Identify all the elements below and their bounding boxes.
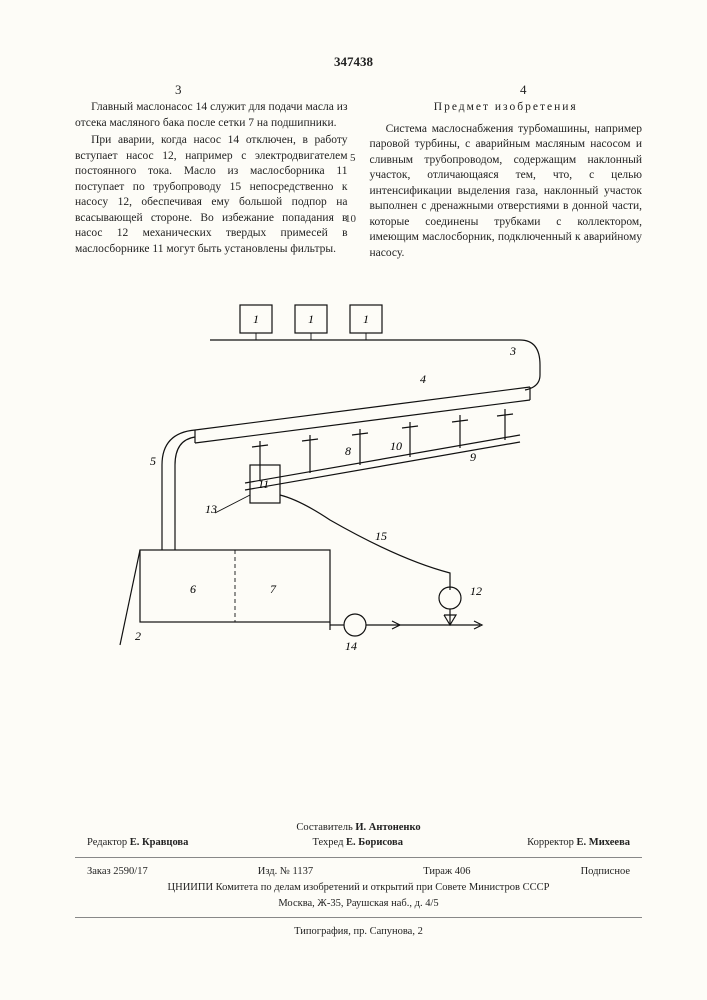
izd-no: Изд. № 1137 — [258, 864, 313, 880]
para-left-1: Главный маслонасос 14 служит для подачи … — [75, 100, 348, 131]
schematic-diagram: 1 1 1 3 4 — [100, 295, 620, 695]
patent-number: 347438 — [0, 54, 707, 70]
corrector-name: Е. Михеева — [577, 837, 630, 848]
label-11: 11 — [258, 477, 269, 491]
order-no: Заказ 2590/17 — [87, 864, 148, 880]
label-10: 10 — [390, 439, 402, 453]
typography: Типография, пр. Сапунова, 2 — [75, 924, 642, 940]
editor-label: Редактор — [87, 837, 127, 848]
editor-name: Е. Кравцова — [130, 837, 189, 848]
label-15: 15 — [375, 529, 387, 543]
label-1c: 1 — [363, 312, 369, 326]
subscription: Подписное — [581, 864, 630, 880]
label-3: 3 — [509, 344, 516, 358]
label-1a: 1 — [253, 312, 259, 326]
column-number-right: 4 — [520, 82, 527, 98]
para-right-1: Система маслоснабжения турбомашины, напр… — [370, 122, 643, 262]
label-7: 7 — [270, 582, 277, 596]
left-column: Главный маслонасос 14 служит для подачи … — [75, 100, 348, 263]
label-14: 14 — [345, 639, 357, 653]
label-4: 4 — [420, 372, 426, 386]
label-1b: 1 — [308, 312, 314, 326]
tirazh: Тираж 406 — [423, 864, 470, 880]
label-12: 12 — [470, 584, 482, 598]
compiler-name: И. Антоненко — [355, 822, 420, 833]
text-columns: Главный маслонасос 14 служит для подачи … — [75, 100, 642, 263]
tech-label: Техред — [313, 837, 344, 848]
publisher-org: ЦНИИПИ Комитета по делам изобретений и о… — [75, 880, 642, 896]
para-left-2: При аварии, когда насос 14 отключен, в р… — [75, 133, 348, 257]
tech-name: Е. Борисова — [346, 837, 403, 848]
patent-page: 347438 3 4 5 10 Главный маслонасос 14 сл… — [0, 0, 707, 1000]
compiler-label: Составитель — [296, 822, 352, 833]
right-column: Предмет изобретения Система маслоснабжен… — [370, 100, 643, 263]
publisher-addr: Москва, Ж-35, Раушская наб., д. 4/5 — [75, 896, 642, 912]
label-9: 9 — [470, 450, 476, 464]
corrector-label: Корректор — [527, 837, 574, 848]
column-number-left: 3 — [175, 82, 182, 98]
label-5: 5 — [150, 454, 156, 468]
label-6: 6 — [190, 582, 196, 596]
imprint-footer: Составитель И. Антоненко Редактор Е. Кра… — [75, 820, 642, 941]
label-8: 8 — [345, 444, 351, 458]
claims-heading: Предмет изобретения — [370, 100, 643, 116]
label-13: 13 — [205, 502, 217, 516]
label-2: 2 — [135, 629, 141, 643]
